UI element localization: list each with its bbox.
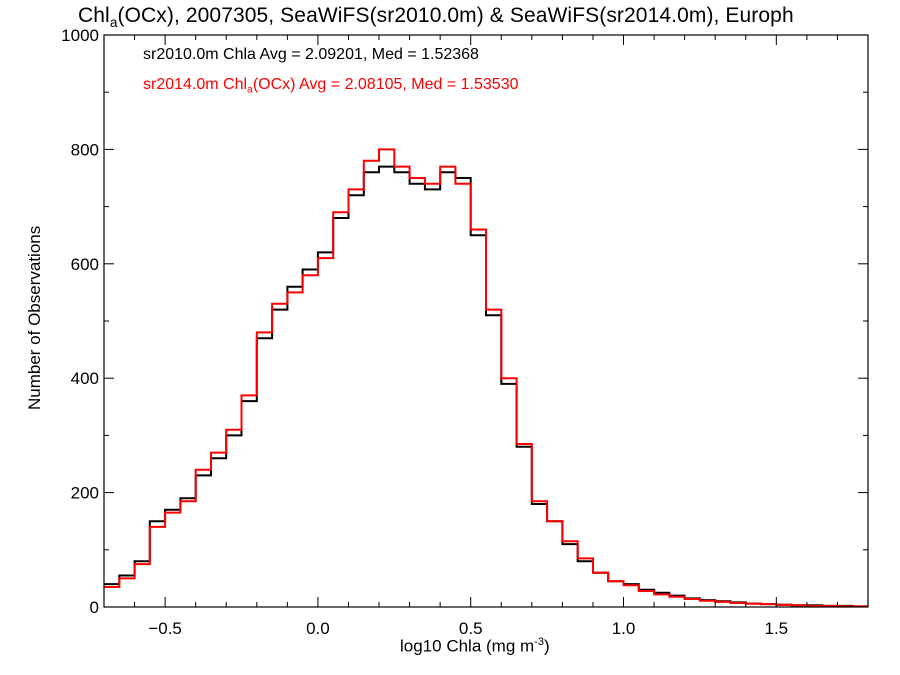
x-tick-label: 0.0 [306, 619, 330, 638]
chart-title: Chla(OCx), 2007305, SeaWiFS(sr2010.0m) &… [78, 4, 794, 30]
axes-layer: −0.5 0.0 0.5 1.0 1.5 0 200 400 600 800 1000 [61, 26, 869, 638]
chart-title-wrap: Chla(OCx), 2007305, SeaWiFS(sr2010.0m) &… [0, 0, 900, 40]
series-line-2 [104, 148, 868, 608]
y-tick-label: 800 [71, 140, 99, 159]
y-tick-label: 600 [71, 255, 99, 274]
x-tick-label: 1.0 [612, 619, 636, 638]
y-tick-label: 200 [71, 484, 99, 503]
legend-entry-sr2010: sr2010.0m Chla Avg = 2.09201, Med = 1.52… [143, 46, 479, 63]
x-tick-label: 0.5 [459, 619, 483, 638]
legend-entry-sr2014: sr2014.0m Chla(OCx) Avg = 2.08105, Med =… [143, 76, 519, 96]
y-tick-label: 0 [90, 598, 99, 617]
y-tick-label: 400 [71, 369, 99, 388]
plot-frame [103, 34, 869, 608]
x-axis-label: log10 Chla (mg m-3) [400, 636, 550, 656]
x-tick-label: −0.5 [148, 619, 182, 638]
x-tick-label: 1.5 [764, 619, 788, 638]
series-layer [104, 148, 868, 608]
y-axis-label: Number of Observations [25, 225, 44, 410]
y-tick-label: 1000 [61, 26, 99, 45]
